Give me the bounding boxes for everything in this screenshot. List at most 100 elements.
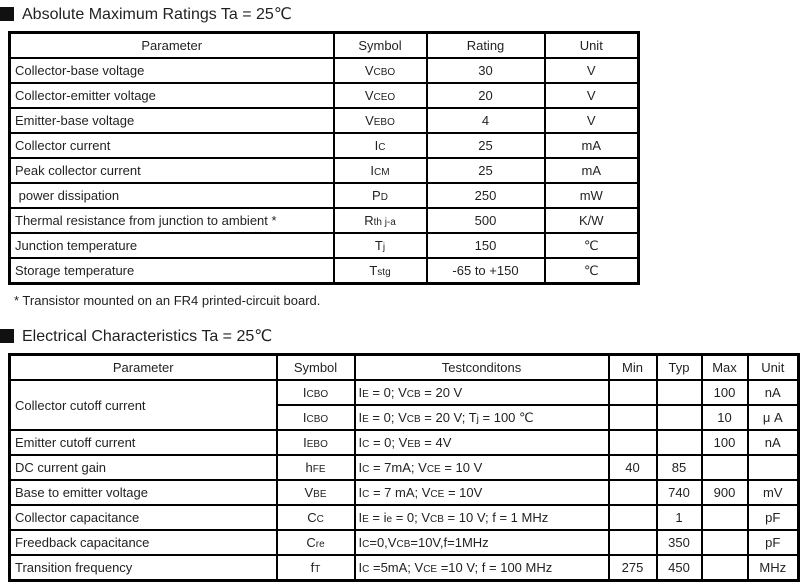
typ-cell: [655, 404, 703, 431]
table-row: Emitter-base voltage VEBO 4 V: [8, 107, 640, 134]
unit-cell: ℃: [543, 257, 640, 285]
unit-cell: pF: [746, 504, 800, 531]
param-cell: Collector-emitter voltage: [8, 82, 335, 109]
min-cell: 40: [607, 454, 658, 481]
symbol-cell: ICBO: [275, 379, 356, 406]
symbol-cell: Tj: [332, 232, 428, 259]
symbol-subscript: E: [362, 413, 369, 425]
table-row: Freedback capacitance Cre IC=0,VCB=10V,f=1…: [8, 529, 800, 556]
rating-cell: 20: [425, 82, 546, 109]
symbol-subscript: stg: [377, 267, 391, 278]
symbol-cell: VBE: [275, 479, 356, 506]
symbol-subscript: FE: [312, 464, 326, 475]
table-row: Collector-emitter voltage VCEO 20 V: [8, 82, 640, 109]
rating-cell: 250: [425, 182, 546, 209]
table-row: Transition frequency fT IC =5mA; VCE =10 V…: [8, 554, 800, 582]
table-row: Emitter cutoff current IEBO IC = 0; VEB = …: [8, 429, 800, 456]
rating-cell: 25: [425, 157, 546, 184]
table-row: Collector capacitance CC IE = ie = 0; VCB …: [8, 504, 800, 531]
unit-cell: pF: [746, 529, 800, 556]
rating-cell: 150: [425, 232, 546, 259]
param-cell: Emitter cutoff current: [8, 429, 278, 456]
symbol-cell: IEBO: [275, 429, 356, 456]
min-cell: [607, 404, 658, 431]
min-cell: [607, 529, 658, 556]
abs-max-section-title: Absolute Maximum Ratings Ta = 25℃: [0, 4, 805, 24]
testcond-cell: IE = ie = 0; VCB = 10 V; f = 1 MHz: [353, 504, 610, 531]
symbol-subscript: CE: [426, 464, 441, 475]
header-unit: Unit: [746, 353, 800, 381]
unit-cell: mW: [543, 182, 640, 209]
min-cell: [607, 479, 658, 506]
max-cell: [700, 554, 749, 582]
symbol-subscript: CBO: [373, 67, 396, 78]
symbol-subscript: CBO: [306, 389, 329, 400]
symbol-subscript: T: [314, 564, 321, 575]
symbol-subscript: re: [315, 539, 325, 550]
symbol-subscript: C: [362, 489, 370, 500]
max-cell: [700, 504, 749, 531]
max-cell: 10: [700, 404, 749, 431]
table-row: power dissipation PD 250 mW: [8, 182, 640, 209]
max-cell: [700, 529, 749, 556]
param-cell: power dissipation: [8, 182, 335, 209]
symbol-cell: CC: [275, 504, 356, 531]
table-row: Collector cutoff current ICBO IE = 0; VCB …: [8, 379, 800, 431]
symbol-subscript: E: [362, 514, 369, 525]
max-cell: 900: [700, 479, 749, 506]
symbol-cell: ICBO: [275, 404, 356, 431]
rating-cell: 4: [425, 107, 546, 134]
symbol-subscript: C: [362, 439, 370, 450]
typ-cell: 450: [655, 554, 703, 582]
symbol-subscript: CM: [374, 167, 390, 178]
symbol-subscript: E: [362, 389, 369, 400]
abs-max-title-text: Absolute Maximum Ratings Ta = 25℃: [22, 6, 292, 23]
section-bullet-icon: [0, 7, 14, 21]
param-cell: Collector current: [8, 132, 335, 159]
param-cell: Emitter-base voltage: [8, 107, 335, 134]
testcond-cell: IC = 7 mA; VCE = 10V: [353, 479, 610, 506]
param-cell: Collector capacitance: [8, 504, 278, 531]
symbol-subscript: C: [378, 142, 386, 153]
max-cell: 100: [700, 429, 749, 456]
symbol-cell: PD: [332, 182, 428, 209]
unit-cell: nA: [746, 429, 800, 456]
symbol-cell: VEBO: [332, 107, 428, 134]
symbol-subscript: EBO: [373, 117, 395, 128]
symbol-subscript: j: [476, 413, 479, 425]
symbol-subscript: CBO: [306, 414, 329, 425]
table-header-row: Parameter Symbol Testconditons Min Typ M…: [8, 353, 800, 381]
header-testconditions: Testconditons: [353, 353, 610, 381]
table-row: DC current gain hFE IC = 7mA; VCE = 10 V 40…: [8, 454, 800, 481]
symbol-subscript: CB: [406, 413, 421, 425]
typ-cell: 740: [655, 479, 703, 506]
absolute-maximum-ratings-table: Parameter Symbol Rating Unit Collector-b…: [8, 31, 640, 285]
testcond-cell: IC =5mA; VCE =10 V; f = 100 MHz: [353, 554, 610, 582]
min-cell: [607, 379, 658, 406]
symbol-subscript: th j-a: [373, 217, 396, 228]
header-parameter: Parameter: [8, 353, 278, 381]
table-header-row: Parameter Symbol Rating Unit: [8, 31, 640, 59]
symbol-cell: Cre: [275, 529, 356, 556]
header-typ: Typ: [655, 353, 703, 381]
table-row: Base to emitter voltage VBE IC = 7 mA; VCE…: [8, 479, 800, 506]
table-row: Peak collector current ICM 25 mA: [8, 157, 640, 184]
unit-cell: ℃: [543, 232, 640, 259]
unit-cell: μ A: [746, 404, 800, 431]
param-cell: Freedback capacitance: [8, 529, 278, 556]
symbol-subscript: EB: [407, 439, 421, 450]
header-max: Max: [700, 353, 749, 381]
unit-cell: mV: [746, 479, 800, 506]
testcond-cell: IC = 0; VEB = 4V: [353, 429, 610, 456]
table-row: Collector-base voltage VCBO 30 V: [8, 57, 640, 84]
param-cell: Storage temperature: [8, 257, 335, 285]
unit-cell: V: [543, 107, 640, 134]
elec-char-title-text: Electrical Characteristics Ta = 25℃: [22, 328, 273, 345]
header-symbol: Symbol: [275, 353, 356, 381]
symbol-subscript: CEO: [373, 92, 396, 103]
symbol-cell: ICM: [332, 157, 428, 184]
header-min: Min: [607, 353, 658, 381]
electrical-characteristics-table: Parameter Symbol Testconditons Min Typ M…: [8, 353, 800, 582]
symbol-subscript: C: [362, 564, 370, 575]
